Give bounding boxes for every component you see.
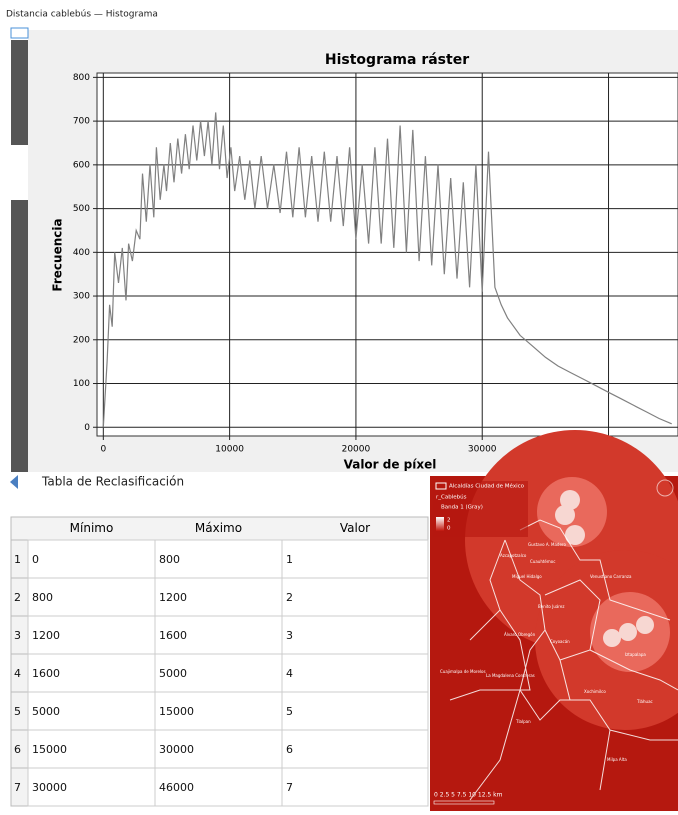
cell[interactable]	[282, 768, 428, 806]
x-tick-label: 30000	[468, 445, 497, 455]
row-number: 4	[14, 667, 21, 680]
cell-text: 2	[286, 591, 293, 604]
place-label: Azcapotzalco	[500, 553, 527, 558]
cell-text: 800	[32, 591, 53, 604]
cell-text: 15000	[32, 743, 67, 756]
legend-label: Banda 1 (Gray)	[441, 505, 483, 511]
cell-text: 1600	[32, 667, 60, 680]
cell-text: 30000	[32, 781, 67, 794]
row-number: 6	[14, 743, 21, 756]
chart-title: Histograma ráster	[325, 52, 469, 68]
cell-text: 30000	[159, 743, 194, 756]
x-tick-label: 10000	[215, 445, 244, 455]
cell-text: 800	[159, 553, 180, 566]
page: {"header": {"title": "Distancia cablebús…	[0, 0, 678, 811]
y-tick-label: 300	[73, 292, 90, 302]
cell[interactable]	[282, 616, 428, 654]
y-tick-label: 800	[73, 73, 90, 83]
x-tick-label: 20000	[342, 445, 371, 455]
place-label: Tláhuac	[636, 699, 653, 704]
screen: Distancia cablebús — Histograma Histogra…	[0, 0, 678, 811]
scale-bar: 0 2.5 5 7.5 10 12.5 km	[434, 792, 503, 799]
x-axis-label: Valor de píxel	[344, 458, 437, 472]
station	[555, 505, 575, 525]
map: Alcaldías Ciudad de México r_Cablebús Band…	[430, 430, 678, 811]
y-tick-label: 500	[73, 204, 90, 214]
window-title: Distancia cablebús — Histograma	[6, 10, 158, 20]
y-tick-label: 0	[84, 423, 90, 433]
cell-text: 1	[286, 553, 293, 566]
cell-text: 5	[286, 705, 293, 718]
cell-text: 3	[286, 629, 293, 642]
place-label: Miguel Hidalgo	[512, 574, 542, 579]
place-label: Benito Juárez	[538, 604, 564, 609]
cell[interactable]	[282, 692, 428, 730]
cell[interactable]	[282, 578, 428, 616]
cell-text: 7	[286, 781, 293, 794]
table-title: Tabla de Reclasificación	[41, 475, 184, 489]
cell-text: 1600	[159, 629, 187, 642]
legend-label: 2	[447, 518, 451, 524]
cell[interactable]	[282, 540, 428, 578]
cell-text: 5000	[159, 667, 187, 680]
place-label: Cuajimalpa de Morelos	[440, 669, 486, 674]
column-header[interactable]: Mínimo	[70, 521, 114, 535]
cell[interactable]	[282, 730, 428, 768]
place-label: Tlalpan	[515, 719, 531, 724]
cell-text: 6	[286, 743, 293, 756]
side-bar	[11, 200, 28, 472]
place-label: La Magdalena Contreras	[486, 673, 535, 678]
legend-label: r_Cablebús	[436, 494, 467, 501]
y-tick-label: 700	[73, 117, 90, 127]
place-label: Cuauhtémoc	[530, 559, 555, 564]
cell-text: 46000	[159, 781, 194, 794]
cell[interactable]	[28, 540, 155, 578]
place-label: Gustavo A. Madero	[528, 542, 566, 547]
y-tick-label: 600	[73, 160, 90, 170]
cell-text: 1200	[159, 591, 187, 604]
row-number: 2	[14, 591, 21, 604]
place-label: Milpa Alta	[607, 757, 627, 762]
x-tick-label: 0	[100, 445, 106, 455]
legend-label: 0	[447, 526, 451, 532]
plot: 0 100 200 300 400 500 600 700 800 0 10000 20000 3000…	[73, 73, 678, 455]
station	[565, 525, 585, 545]
place-label: Coyoacán	[550, 639, 570, 644]
place-label: Xochimilco	[584, 689, 606, 694]
row-number: 3	[14, 629, 21, 642]
side-tab[interactable]	[11, 28, 28, 38]
cell-text: 0	[32, 553, 39, 566]
station	[619, 623, 637, 641]
y-tick-label: 400	[73, 248, 90, 258]
column-header[interactable]: Máximo	[195, 521, 242, 535]
cell-text: 15000	[159, 705, 194, 718]
station	[603, 629, 621, 647]
legend-label: Alcaldías Ciudad de México	[449, 483, 525, 490]
cell-text: 4	[286, 667, 293, 680]
station	[636, 616, 654, 634]
row-number: 7	[14, 781, 21, 794]
legend-ramp	[436, 517, 444, 531]
cell[interactable]	[282, 654, 428, 692]
row-number: 5	[14, 705, 21, 718]
side-bar	[11, 40, 28, 145]
y-tick-label: 200	[73, 335, 90, 345]
place-label: Álvaro Obregón	[504, 632, 536, 637]
cell-text: 5000	[32, 705, 60, 718]
cell-text: 1200	[32, 629, 60, 642]
y-axis-label: Frecuencia	[51, 218, 65, 291]
place-label: Iztapalapa	[625, 652, 646, 657]
column-header[interactable]: Valor	[340, 521, 370, 535]
plot-area	[97, 73, 678, 436]
collapse-icon[interactable]	[10, 475, 18, 489]
place-label: Venustiano Carranza	[590, 574, 632, 579]
row-number: 1	[14, 553, 21, 566]
y-tick-label: 100	[73, 379, 90, 389]
